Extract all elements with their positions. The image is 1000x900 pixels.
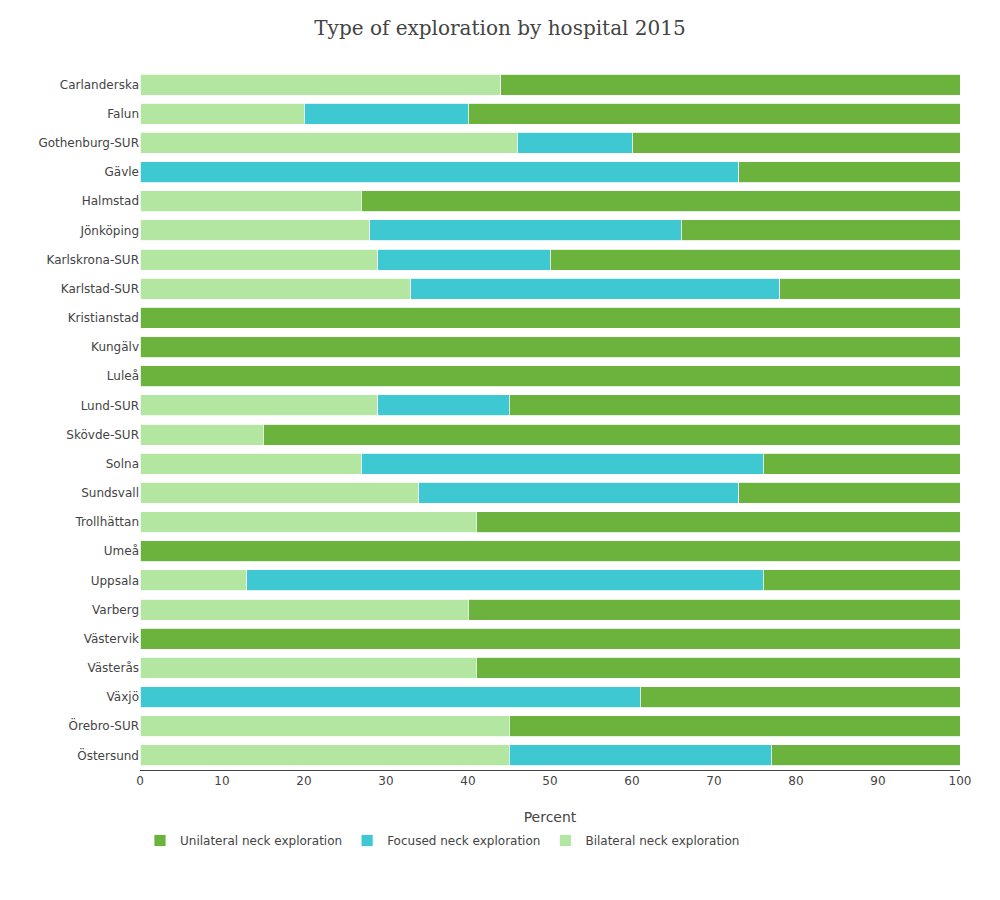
svg-text:Jönköping: Jönköping <box>79 224 139 238</box>
svg-text:30: 30 <box>378 774 393 788</box>
svg-text:80: 80 <box>788 774 803 788</box>
svg-text:Luleå: Luleå <box>107 369 139 383</box>
svg-text:Percent: Percent <box>524 809 577 825</box>
svg-text:Västerås: Västerås <box>87 661 139 675</box>
svg-text:Gothenburg-SUR: Gothenburg-SUR <box>38 136 139 150</box>
svg-text:Karlskrona-SUR: Karlskrona-SUR <box>46 253 139 267</box>
svg-text:Lund-SUR: Lund-SUR <box>81 399 139 413</box>
svg-text:Umeå: Umeå <box>104 544 139 558</box>
svg-text:40: 40 <box>460 774 475 788</box>
svg-text:Kristianstad: Kristianstad <box>68 311 139 325</box>
svg-text:100: 100 <box>949 774 972 788</box>
svg-text:60: 60 <box>624 774 639 788</box>
svg-text:Örebro-SUR: Örebro-SUR <box>69 717 139 733</box>
svg-text:Bilateral neck exploration: Bilateral neck exploration <box>585 834 739 848</box>
svg-text:Växjö: Växjö <box>107 690 139 704</box>
svg-text:Gävle: Gävle <box>105 165 139 179</box>
svg-text:20: 20 <box>296 774 311 788</box>
svg-text:Solna: Solna <box>106 457 139 471</box>
svg-text:Type of exploration by hospita: Type of exploration by hospital 2015 <box>314 16 685 40</box>
svg-text:Halmstad: Halmstad <box>82 194 139 208</box>
svg-text:Uppsala: Uppsala <box>91 574 139 588</box>
svg-text:Sundsvall: Sundsvall <box>81 486 139 500</box>
svg-text:10: 10 <box>214 774 229 788</box>
svg-text:50: 50 <box>542 774 557 788</box>
svg-text:0: 0 <box>136 774 144 788</box>
svg-text:Focused neck exploration: Focused neck exploration <box>387 834 540 848</box>
svg-text:Falun: Falun <box>107 107 139 121</box>
svg-text:90: 90 <box>870 774 885 788</box>
svg-text:Karlstad-SUR: Karlstad-SUR <box>61 282 139 296</box>
svg-text:Kungälv: Kungälv <box>91 340 139 354</box>
svg-text:Varberg: Varberg <box>92 603 139 617</box>
svg-text:Trollhättan: Trollhättan <box>74 515 139 529</box>
svg-text:Unilateral neck exploration: Unilateral neck exploration <box>180 834 342 848</box>
svg-text:Skövde-SUR: Skövde-SUR <box>66 428 139 442</box>
svg-text:Östersund: Östersund <box>77 747 139 763</box>
svg-text:Carlanderska: Carlanderska <box>60 78 139 92</box>
svg-text:70: 70 <box>706 774 721 788</box>
svg-text:Västervik: Västervik <box>84 632 139 646</box>
